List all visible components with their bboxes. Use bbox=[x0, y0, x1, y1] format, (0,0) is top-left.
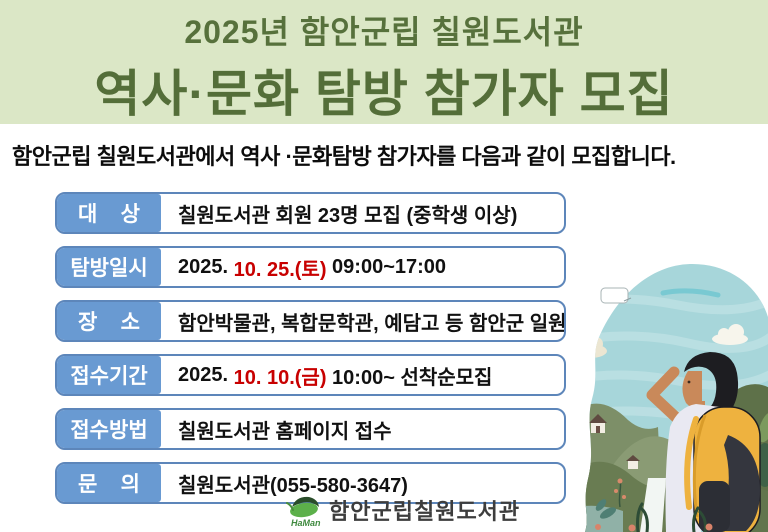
value-text: 2025. bbox=[178, 363, 234, 386]
shirt bbox=[665, 404, 720, 532]
row-label: 접수방법 bbox=[57, 410, 161, 448]
row-label: 접수기간 bbox=[57, 356, 161, 394]
row-value: 2025. 10. 25.(토) 09:00~17:00 bbox=[161, 248, 446, 286]
header-subtitle: 2025년 함안군립 칠원도서관 bbox=[184, 14, 584, 50]
value-highlight: 10. 25.(토) bbox=[233, 258, 327, 281]
row-value: 2025. 10. 10.(금) 10:00~ 선착순모집 bbox=[161, 356, 492, 394]
arm bbox=[646, 366, 688, 429]
sky-streak bbox=[660, 288, 721, 298]
face bbox=[682, 371, 702, 409]
footer: HaMan 함안군립칠원도서관 bbox=[282, 490, 520, 530]
info-rows: 대 상 칠원도서관 회원 23명 모집 (중학생 이상) 탐방일시 2025. … bbox=[55, 192, 566, 504]
row-label: 문 의 bbox=[57, 464, 161, 502]
row-value: 칠원도서관 홈페이지 접수 bbox=[161, 410, 392, 448]
library-name: 함안군립칠원도서관 bbox=[329, 499, 521, 524]
value-highlight: 10. 10.(금) bbox=[233, 366, 327, 389]
value-text: 칠원도서관 홈페이지 접수 bbox=[178, 420, 392, 443]
value-text: 칠원도서관 회원 23명 모집 (중학생 이상) bbox=[178, 204, 518, 227]
intro-text: 함안군립 칠원도서관에서 역사 ·문화탐방 참가자를 다음과 같이 모집합니다. bbox=[12, 144, 676, 169]
backpack bbox=[684, 406, 761, 532]
cloud-icon bbox=[712, 324, 748, 345]
row-value: 칠원도서관(055-580-3647) bbox=[161, 464, 408, 502]
row-place: 장 소 함안박물관, 복합문학관, 예담고 등 함안군 일원 bbox=[55, 300, 566, 342]
row-tour-date: 탐방일시 2025. 10. 25.(토) 09:00~17:00 bbox=[55, 246, 566, 288]
row-application-method: 접수방법 칠원도서관 홈페이지 접수 bbox=[55, 408, 566, 450]
row-label: 탐방일시 bbox=[57, 248, 161, 286]
value-text: 칠원도서관(055-580-3647) bbox=[178, 474, 408, 497]
row-inquiry: 문 의 칠원도서관(055-580-3647) bbox=[55, 462, 566, 504]
grass bbox=[636, 502, 707, 532]
house-icon bbox=[626, 455, 640, 469]
poster-header: 2025년 함안군립 칠원도서관 역사·문화 탐방 참가자 모집 bbox=[0, 0, 768, 124]
hair bbox=[684, 352, 739, 422]
value-text: 2025. bbox=[178, 255, 234, 278]
traveler-woman bbox=[646, 352, 761, 532]
row-value: 함안박물관, 복합문학관, 예담고 등 함안군 일원 bbox=[161, 302, 566, 340]
row-target: 대 상 칠원도서관 회원 23명 모집 (중학생 이상) bbox=[55, 192, 566, 234]
teal-leaves bbox=[595, 499, 617, 519]
house-icon bbox=[589, 414, 607, 433]
haman-logo-icon: HaMan bbox=[286, 496, 321, 528]
row-value: 칠원도서관 회원 23명 모집 (중학생 이상) bbox=[161, 194, 517, 232]
row-application-period: 접수기간 2025. 10. 10.(금) 10:00~ 선착순모집 bbox=[55, 354, 566, 396]
row-label: 대 상 bbox=[57, 194, 161, 232]
traveler-illustration bbox=[585, 263, 768, 532]
coral-dots bbox=[595, 523, 713, 532]
page-title: 역사·문화 탐방 참가자 모집 bbox=[94, 66, 674, 122]
svg-text:HaMan: HaMan bbox=[291, 518, 321, 528]
value-text: 09:00~17:00 bbox=[326, 255, 447, 278]
eye bbox=[687, 380, 691, 384]
row-label: 장 소 bbox=[57, 302, 161, 340]
value-text: 함안박물관, 복합문학관, 예담고 등 함안군 일원 bbox=[178, 312, 566, 335]
tag-icon bbox=[600, 287, 632, 304]
value-text: 10:00~ 선착순모집 bbox=[326, 366, 493, 389]
